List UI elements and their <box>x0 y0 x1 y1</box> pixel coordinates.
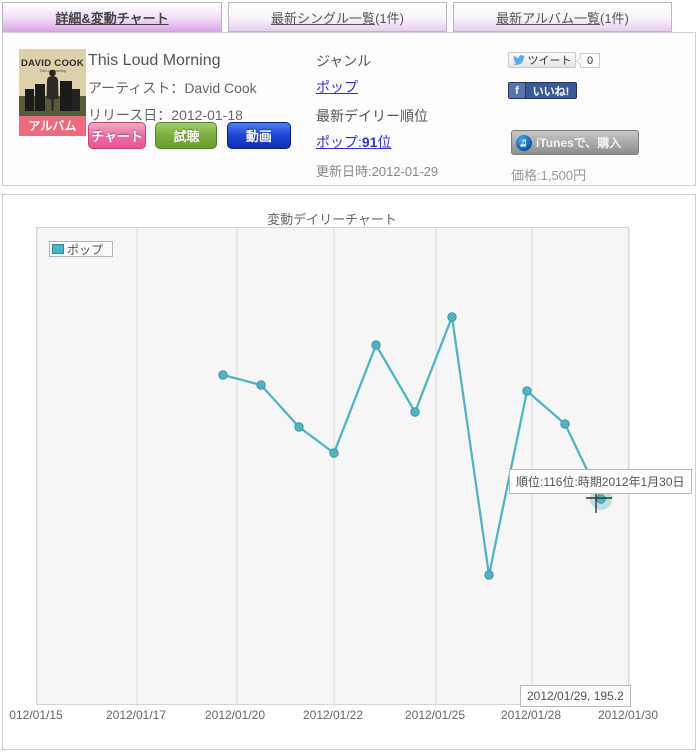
svg-text:DAVID COOK: DAVID COOK <box>21 58 84 69</box>
